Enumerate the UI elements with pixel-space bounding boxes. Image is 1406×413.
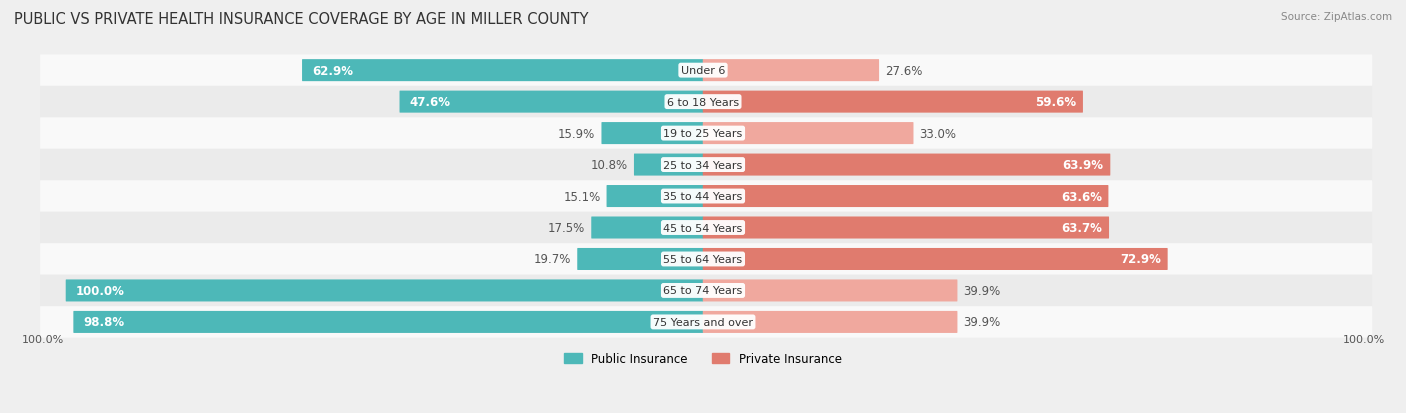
Text: 39.9%: 39.9% (963, 316, 1001, 329)
FancyBboxPatch shape (41, 306, 1372, 338)
FancyBboxPatch shape (399, 91, 703, 113)
FancyBboxPatch shape (703, 185, 1108, 208)
FancyBboxPatch shape (703, 60, 879, 82)
FancyBboxPatch shape (41, 55, 1372, 87)
FancyBboxPatch shape (703, 311, 957, 333)
Text: 33.0%: 33.0% (920, 127, 956, 140)
FancyBboxPatch shape (703, 217, 1109, 239)
FancyBboxPatch shape (41, 87, 1372, 118)
FancyBboxPatch shape (302, 60, 703, 82)
FancyBboxPatch shape (634, 154, 703, 176)
Text: 25 to 34 Years: 25 to 34 Years (664, 160, 742, 170)
Text: 39.9%: 39.9% (963, 284, 1001, 297)
Text: 65 to 74 Years: 65 to 74 Years (664, 286, 742, 296)
Legend: Public Insurance, Private Insurance: Public Insurance, Private Insurance (560, 347, 846, 370)
FancyBboxPatch shape (41, 181, 1372, 212)
FancyBboxPatch shape (602, 123, 703, 145)
FancyBboxPatch shape (703, 91, 1083, 113)
Text: 63.7%: 63.7% (1062, 221, 1102, 235)
Text: 55 to 64 Years: 55 to 64 Years (664, 254, 742, 264)
FancyBboxPatch shape (73, 311, 703, 333)
Text: 6 to 18 Years: 6 to 18 Years (666, 97, 740, 107)
Text: 19 to 25 Years: 19 to 25 Years (664, 129, 742, 139)
FancyBboxPatch shape (703, 154, 1111, 176)
Text: 27.6%: 27.6% (886, 64, 922, 78)
FancyBboxPatch shape (703, 280, 957, 302)
FancyBboxPatch shape (606, 185, 703, 208)
Text: 59.6%: 59.6% (1035, 96, 1077, 109)
FancyBboxPatch shape (578, 248, 703, 271)
FancyBboxPatch shape (41, 244, 1372, 275)
FancyBboxPatch shape (41, 118, 1372, 150)
FancyBboxPatch shape (703, 248, 1167, 271)
FancyBboxPatch shape (41, 275, 1372, 306)
Text: 47.6%: 47.6% (409, 96, 450, 109)
Text: 45 to 54 Years: 45 to 54 Years (664, 223, 742, 233)
Text: 100.0%: 100.0% (76, 284, 124, 297)
Text: PUBLIC VS PRIVATE HEALTH INSURANCE COVERAGE BY AGE IN MILLER COUNTY: PUBLIC VS PRIVATE HEALTH INSURANCE COVER… (14, 12, 589, 27)
Text: 15.1%: 15.1% (564, 190, 600, 203)
Text: 63.6%: 63.6% (1060, 190, 1102, 203)
FancyBboxPatch shape (41, 150, 1372, 181)
Text: Under 6: Under 6 (681, 66, 725, 76)
FancyBboxPatch shape (592, 217, 703, 239)
Text: 19.7%: 19.7% (534, 253, 571, 266)
FancyBboxPatch shape (66, 280, 703, 302)
Text: 63.9%: 63.9% (1063, 159, 1104, 172)
Text: 100.0%: 100.0% (21, 335, 63, 344)
Text: 35 to 44 Years: 35 to 44 Years (664, 192, 742, 202)
Text: 15.9%: 15.9% (558, 127, 595, 140)
FancyBboxPatch shape (41, 212, 1372, 244)
Text: 10.8%: 10.8% (591, 159, 628, 172)
Text: 62.9%: 62.9% (312, 64, 353, 78)
Text: 100.0%: 100.0% (1343, 335, 1385, 344)
Text: Source: ZipAtlas.com: Source: ZipAtlas.com (1281, 12, 1392, 22)
Text: 72.9%: 72.9% (1121, 253, 1161, 266)
Text: 75 Years and over: 75 Years and over (652, 317, 754, 327)
Text: 98.8%: 98.8% (83, 316, 124, 329)
FancyBboxPatch shape (703, 123, 914, 145)
Text: 17.5%: 17.5% (548, 221, 585, 235)
